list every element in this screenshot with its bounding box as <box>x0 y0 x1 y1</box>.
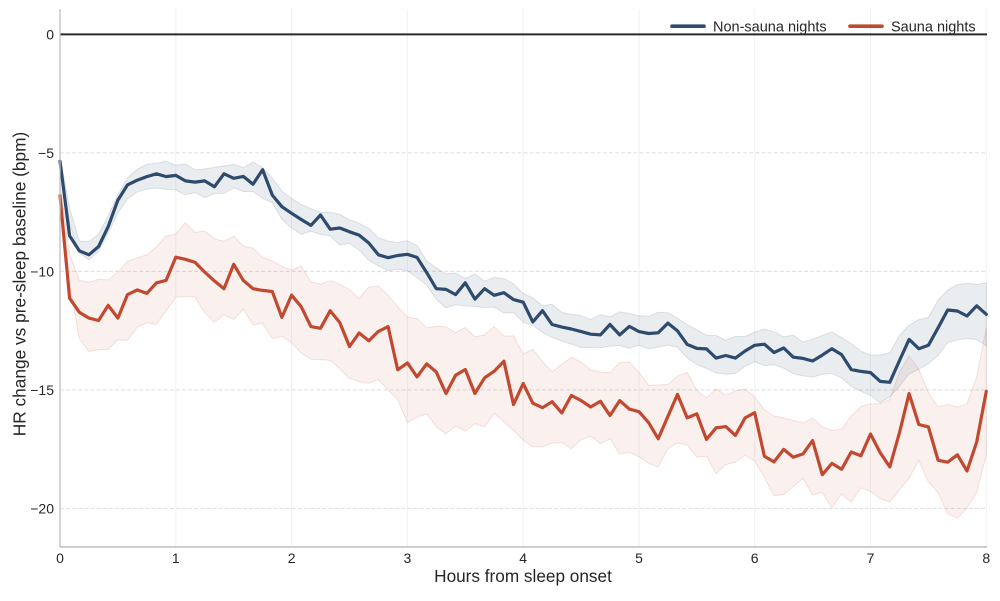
svg-text:HR change vs pre-sleep baselin: HR change vs pre-sleep baseline (bpm) <box>10 132 30 437</box>
svg-text:4: 4 <box>519 550 527 566</box>
svg-text:5: 5 <box>635 550 643 566</box>
svg-text:2: 2 <box>288 550 296 566</box>
svg-text:0: 0 <box>46 26 54 42</box>
svg-text:0: 0 <box>56 550 64 566</box>
svg-text:8: 8 <box>982 550 990 566</box>
svg-text:Hours from sleep onset: Hours from sleep onset <box>434 566 612 586</box>
svg-text:7: 7 <box>867 550 875 566</box>
svg-text:−15: −15 <box>30 382 54 398</box>
svg-text:6: 6 <box>751 550 759 566</box>
svg-text:1: 1 <box>172 550 180 566</box>
svg-text:−20: −20 <box>30 500 54 516</box>
svg-text:Non-sauna nights: Non-sauna nights <box>713 20 827 36</box>
svg-text:−5: −5 <box>38 145 54 161</box>
svg-text:−10: −10 <box>30 263 54 279</box>
svg-text:Sauna nights: Sauna nights <box>891 20 976 36</box>
svg-text:3: 3 <box>404 550 412 566</box>
